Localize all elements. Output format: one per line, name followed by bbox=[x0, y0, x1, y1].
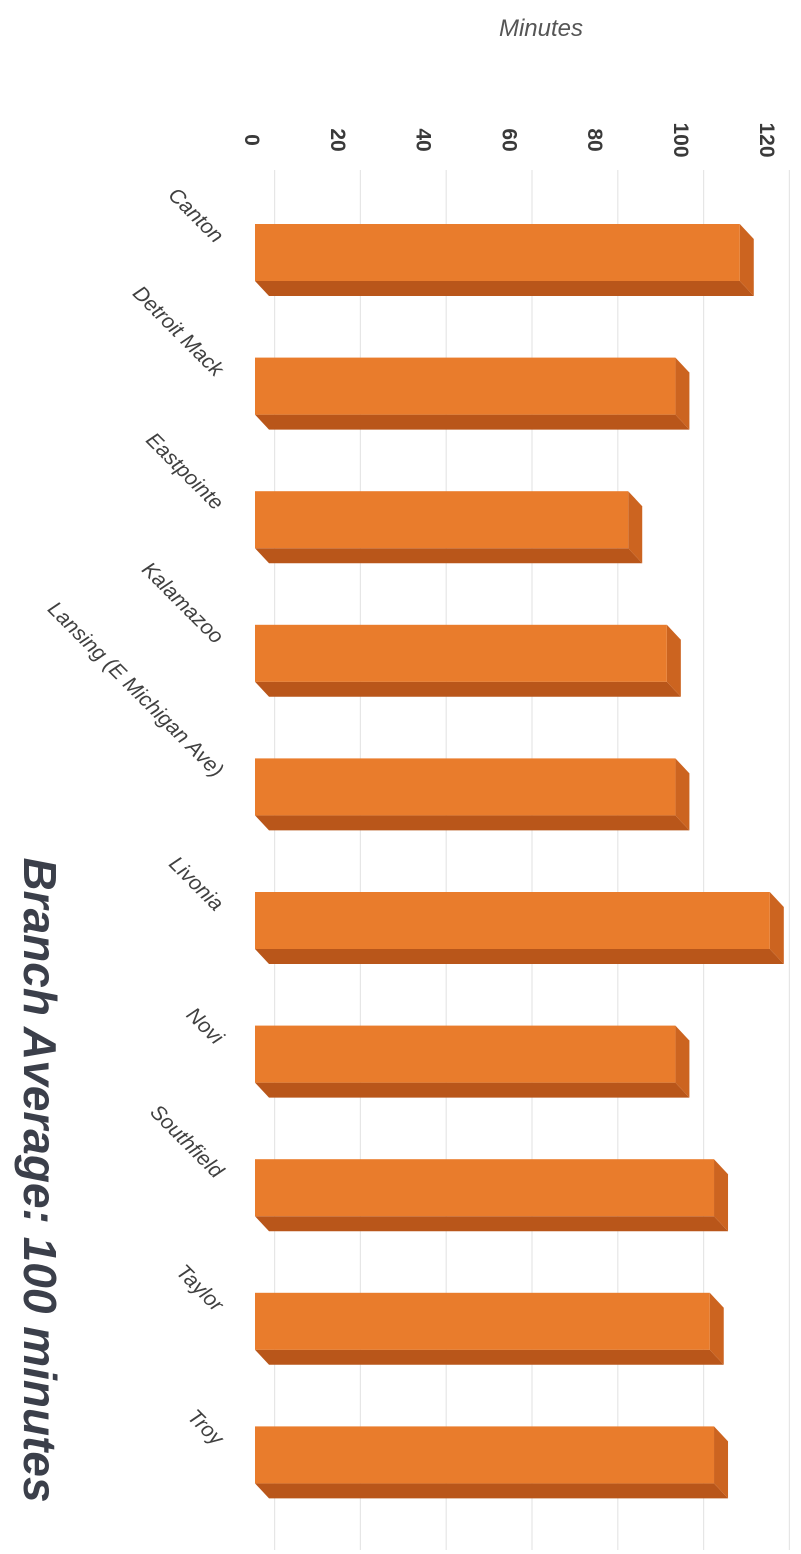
bar bbox=[255, 491, 643, 564]
bar-end-face bbox=[675, 1025, 690, 1098]
x-axis-label: Minutes bbox=[499, 15, 583, 42]
bar-front-face bbox=[255, 758, 676, 816]
bar-bottom-face bbox=[255, 1082, 690, 1098]
bar bbox=[255, 624, 681, 697]
bar-end-face bbox=[714, 1426, 729, 1499]
tick-label: 0 bbox=[240, 134, 263, 146]
category-label: Detroit Mack bbox=[128, 282, 229, 383]
tick-label: 20 bbox=[326, 128, 349, 151]
category-label: Kalamazoo bbox=[137, 558, 228, 649]
bar bbox=[255, 1159, 729, 1232]
chart-title: Branch Average: 100 minutes bbox=[14, 857, 66, 1502]
category-label: Eastpointe bbox=[141, 428, 227, 514]
bar-front-face bbox=[255, 491, 629, 549]
bar-end-face bbox=[714, 1159, 729, 1232]
bar-front-face bbox=[255, 1025, 676, 1083]
bar-front-face bbox=[255, 892, 770, 949]
bar bbox=[255, 1025, 690, 1098]
bar-bottom-face bbox=[255, 1483, 729, 1499]
bar bbox=[255, 1426, 729, 1499]
bar-end-face bbox=[628, 491, 643, 564]
bar-bottom-face bbox=[255, 815, 690, 831]
bar-front-face bbox=[255, 1292, 710, 1350]
bar-bottom-face bbox=[255, 548, 643, 564]
tick-label: 120 bbox=[755, 122, 778, 157]
bar-end-face bbox=[709, 1292, 724, 1365]
bar-front-face bbox=[255, 624, 667, 682]
tick-labels: 0 20 40 60 80 100 120 bbox=[240, 122, 778, 157]
bar-front-face bbox=[255, 1159, 715, 1217]
bar-front-face bbox=[255, 1426, 715, 1484]
tick-label: 80 bbox=[583, 128, 606, 151]
bar bbox=[255, 357, 690, 430]
tick-label: 40 bbox=[412, 128, 435, 151]
category-label: Southfield bbox=[145, 1100, 228, 1183]
bar-end-face bbox=[769, 892, 784, 964]
bar-front-face bbox=[255, 357, 676, 415]
category-label: Troy bbox=[183, 1405, 229, 1451]
bar-bottom-face bbox=[255, 1349, 724, 1365]
category-label: Canton bbox=[164, 183, 228, 247]
tick-label: 60 bbox=[497, 128, 520, 151]
bar-end-face bbox=[739, 224, 754, 296]
tick-label: 100 bbox=[669, 122, 692, 157]
category-label: Novi bbox=[182, 1003, 229, 1050]
category-label: Taylor bbox=[172, 1260, 229, 1317]
bar-bottom-face bbox=[255, 414, 690, 430]
bar bbox=[255, 758, 690, 831]
bar-end-face bbox=[675, 758, 690, 831]
bar bbox=[255, 1292, 724, 1365]
bar-end-face bbox=[675, 357, 690, 430]
bar-bottom-face bbox=[255, 681, 681, 697]
bar-bottom-face bbox=[255, 949, 784, 964]
bar-bottom-face bbox=[255, 281, 754, 296]
bars bbox=[255, 224, 784, 1499]
bar-bottom-face bbox=[255, 1216, 729, 1232]
bar-front-face bbox=[255, 224, 740, 281]
bar-end-face bbox=[666, 624, 681, 697]
bar bbox=[255, 224, 754, 296]
category-label: Livonia bbox=[164, 852, 227, 915]
bar bbox=[255, 892, 784, 964]
